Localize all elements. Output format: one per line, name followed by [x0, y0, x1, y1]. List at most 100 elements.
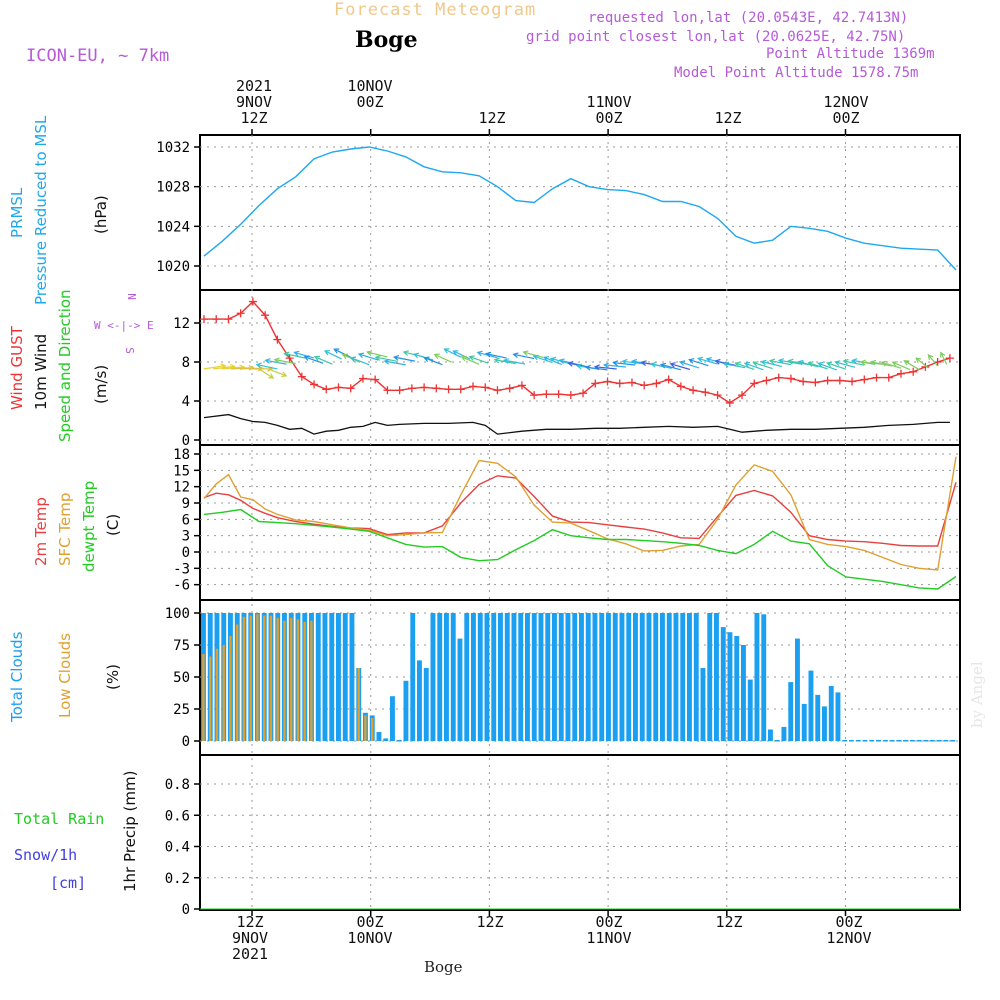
y-tick-label: 0.8: [165, 777, 190, 793]
wind-direction-arrow: [267, 368, 288, 378]
low-cloud-bar: [364, 715, 367, 741]
station-name: Boge: [355, 27, 418, 53]
wind-direction-arrow: [797, 359, 819, 368]
bottom-tick-label: 12Z: [715, 913, 743, 931]
top-tick-label: 10NOV 00Z: [347, 77, 393, 111]
total-cloud-bar: [795, 638, 800, 741]
y-tick-label: 100: [165, 606, 190, 622]
gust-marker: [627, 378, 636, 387]
total-cloud-bar: [315, 613, 321, 741]
total-cloud-bar: [761, 614, 767, 741]
y-tick-label: 12: [173, 316, 190, 332]
total-cloud-bar: [565, 613, 571, 741]
low-cloud-bar: [303, 622, 306, 741]
total-cloud-bar: [403, 680, 409, 741]
total-cloud-bar: [788, 682, 794, 741]
wind-direction-arrow: [522, 350, 544, 358]
total-cloud-bar: [720, 627, 726, 741]
wind-direction-arrow: [612, 360, 636, 367]
total-cloud-bar: [349, 613, 355, 741]
total-cloud-bar: [822, 706, 827, 741]
gust-marker: [517, 381, 526, 390]
total-cloud-bar: [592, 613, 598, 741]
total-cloud-bar: [498, 613, 503, 741]
gust-marker: [896, 369, 905, 378]
wind-direction-arrow: [433, 353, 452, 363]
total-cloud-bar: [531, 613, 537, 741]
gust-marker: [725, 398, 734, 407]
dewpoint-line: [203, 508, 957, 590]
low-cloud-bar: [310, 620, 313, 741]
total-cloud-bar: [626, 613, 632, 741]
wind-direction-arrow: [842, 358, 865, 366]
wind-direction-arrow: [659, 362, 682, 371]
total-cloud-bar: [599, 613, 605, 741]
top-tick-label: 2021 9NOV 12Z: [235, 77, 273, 127]
wind-direction-arrow: [678, 360, 700, 369]
temp-sfc-line: [203, 456, 957, 571]
wind-direction-arrow: [502, 358, 526, 365]
total-cloud-bar: [525, 613, 530, 741]
total-cloud-bar: [646, 613, 652, 741]
total-cloud-bar: [909, 740, 915, 742]
low-cloud-bar: [357, 668, 360, 741]
y-tick-label: 6: [182, 512, 190, 528]
low-cloud-bar: [283, 620, 286, 741]
wind-direction-arrow: [255, 362, 278, 370]
total-cloud-bar: [504, 613, 510, 741]
gust-marker: [310, 380, 319, 389]
wind-direction-arrow: [357, 352, 379, 361]
gust-marker: [212, 315, 221, 324]
wind-direction-arrow: [452, 350, 471, 360]
gust-marker: [346, 384, 355, 393]
gust-marker: [248, 297, 257, 306]
wind-direction-arrow: [293, 350, 315, 359]
gust-marker: [200, 315, 208, 324]
wind-direction-arrow: [817, 361, 838, 371]
total-cloud-bar: [801, 703, 807, 741]
wind-direction-arrow: [768, 358, 792, 366]
gust-marker: [823, 376, 832, 385]
total-cloud-bar: [741, 645, 746, 741]
low-cloud-bar: [236, 624, 239, 741]
gust-marker: [811, 378, 820, 387]
wind-direction-arrow: [826, 361, 847, 370]
gust-marker: [860, 375, 869, 384]
gust-marker: [615, 379, 624, 388]
total-cloud-bar: [700, 668, 706, 741]
total-cloud-bar: [707, 613, 713, 741]
y-tick-label: 3: [182, 529, 190, 545]
total-cloud-bar: [545, 613, 551, 741]
gust-marker: [689, 386, 698, 395]
total-cloud-bar: [606, 613, 611, 741]
wind-direction-arrow: [264, 358, 287, 365]
low-cloud-bar: [296, 619, 300, 741]
low-cloud-bar: [229, 636, 232, 741]
total-cloud-bar: [464, 613, 470, 741]
wind-direction-arrow: [915, 357, 929, 369]
gust-marker: [884, 373, 893, 382]
total-cloud-bar: [916, 740, 922, 742]
y-tick-label: -6: [173, 578, 190, 594]
wind-direction-arrow: [593, 364, 617, 371]
bottom-tick-label: 00Z 10NOV: [347, 913, 393, 947]
gust-marker: [383, 386, 392, 395]
gust-line: [204, 300, 951, 404]
y-tick-label: 0: [182, 902, 190, 918]
low-cloud-bar: [202, 654, 205, 741]
total-cloud-bar: [876, 740, 881, 742]
snow-legend: Snow/1h: [14, 846, 78, 864]
gust-marker: [444, 385, 453, 394]
gust-marker: [835, 376, 844, 385]
y-tick-label: 4: [182, 394, 190, 410]
wind-direction-arrow: [880, 360, 902, 369]
gust-marker: [273, 335, 282, 344]
total-cloud-bar: [383, 738, 389, 741]
total-cloud-bar: [410, 613, 416, 741]
total-cloud-bar: [322, 613, 328, 741]
total-cloud-bar: [855, 740, 861, 742]
wind-direction-arrow: [650, 361, 672, 369]
wind-direction-arrow: [323, 350, 342, 360]
y-tick-label: 18: [173, 447, 190, 463]
